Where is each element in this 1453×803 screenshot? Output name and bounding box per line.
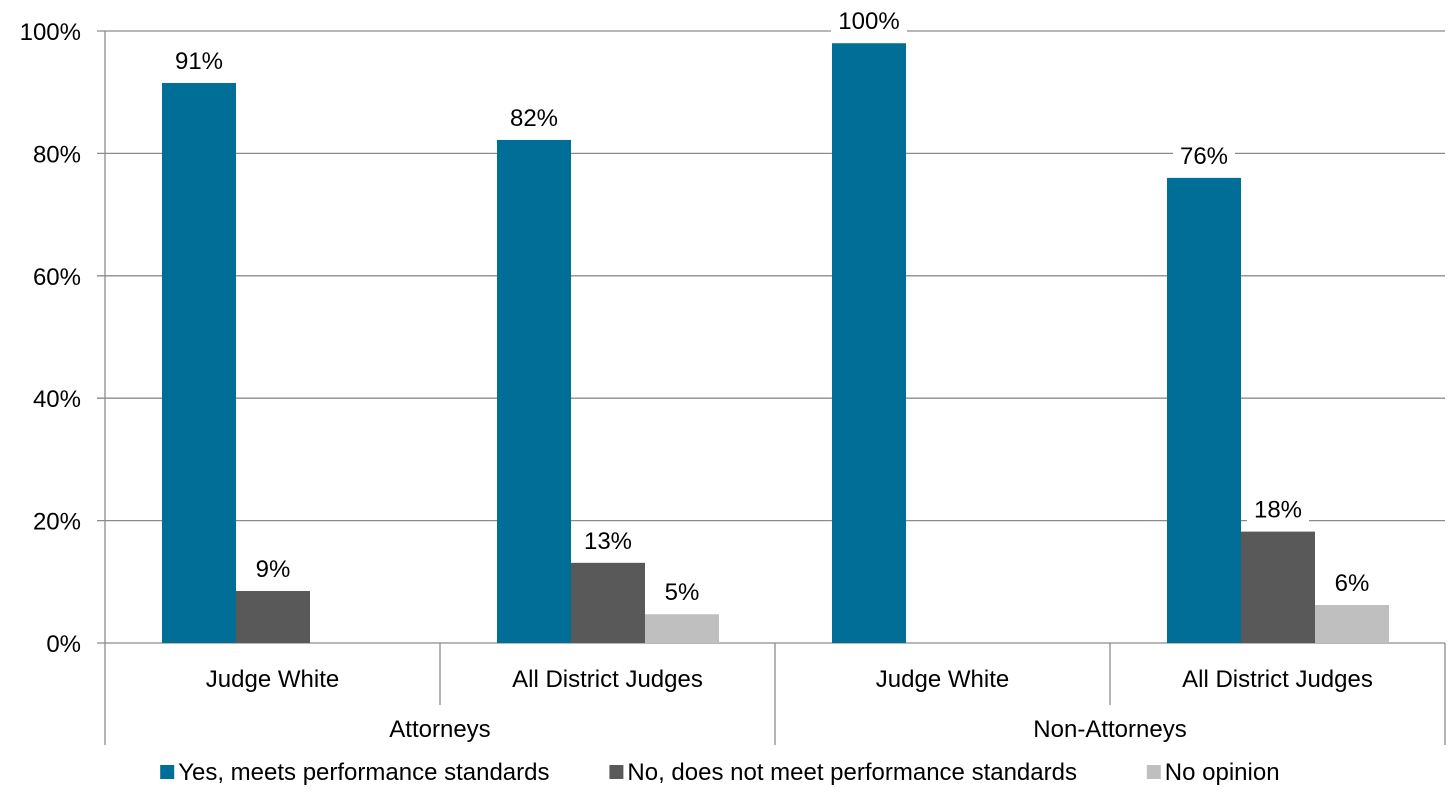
x-category-label: All District Judges: [512, 666, 703, 693]
x-group-label: Non-Attorneys: [1033, 716, 1186, 743]
bar: [645, 614, 719, 643]
data-label: 5%: [665, 579, 700, 606]
legend: Yes, meets performance standards No, does…: [160, 759, 1280, 786]
data-label: 82%: [510, 105, 558, 132]
bar: [1315, 605, 1389, 643]
data-label: 13%: [584, 528, 632, 555]
bar: [497, 139, 571, 643]
bar: [1167, 177, 1241, 643]
y-tick-label: 100%: [20, 19, 81, 46]
x-group-label: Attorneys: [389, 716, 490, 743]
y-tick-label: 40%: [33, 386, 81, 413]
bar: [236, 590, 310, 643]
x-category-label: All District Judges: [1182, 666, 1373, 693]
data-labels: 91% 9% 82% 13% 5% 100% 76% 18% 6%: [168, 3, 1376, 609]
legend-swatch: [1146, 765, 1161, 779]
y-tick-label: 0%: [46, 631, 81, 658]
bar: [1241, 531, 1315, 643]
legend-label: No opinion: [1165, 759, 1280, 786]
bar: [162, 83, 236, 643]
y-tick-label: 20%: [33, 509, 81, 536]
data-label-background: [1247, 491, 1309, 526]
data-label: 18%: [1254, 497, 1302, 524]
data-label-background: [831, 3, 907, 38]
bar: [832, 43, 906, 644]
data-label-background: [503, 99, 565, 134]
y-tick-label: 80%: [33, 141, 81, 168]
data-label: 91%: [175, 48, 223, 75]
axes: 0% 20% 40% 60% 80% 100% Judge White All Distric…: [20, 19, 1446, 745]
legend-label: Yes, meets performance standards: [178, 759, 549, 786]
data-label-background: [1328, 565, 1376, 600]
data-label: 76%: [1180, 143, 1228, 170]
x-category-label: Judge White: [876, 666, 1009, 693]
data-label: 9%: [256, 556, 291, 583]
data-label: 6%: [1335, 570, 1370, 597]
data-label-background: [168, 43, 230, 78]
legend-swatch: [160, 765, 175, 779]
bars: [162, 43, 1389, 644]
legend-label: No, does not meet performance standards: [627, 759, 1077, 786]
x-category-label: Judge White: [206, 666, 339, 693]
data-label-background: [658, 574, 706, 609]
bar: [571, 562, 645, 643]
data-label-background: [1173, 137, 1235, 172]
data-label-background: [249, 550, 297, 585]
data-label: 100%: [838, 8, 899, 35]
legend-swatch: [609, 765, 624, 779]
data-label-background: [577, 522, 639, 557]
y-tick-label: 60%: [33, 264, 81, 291]
